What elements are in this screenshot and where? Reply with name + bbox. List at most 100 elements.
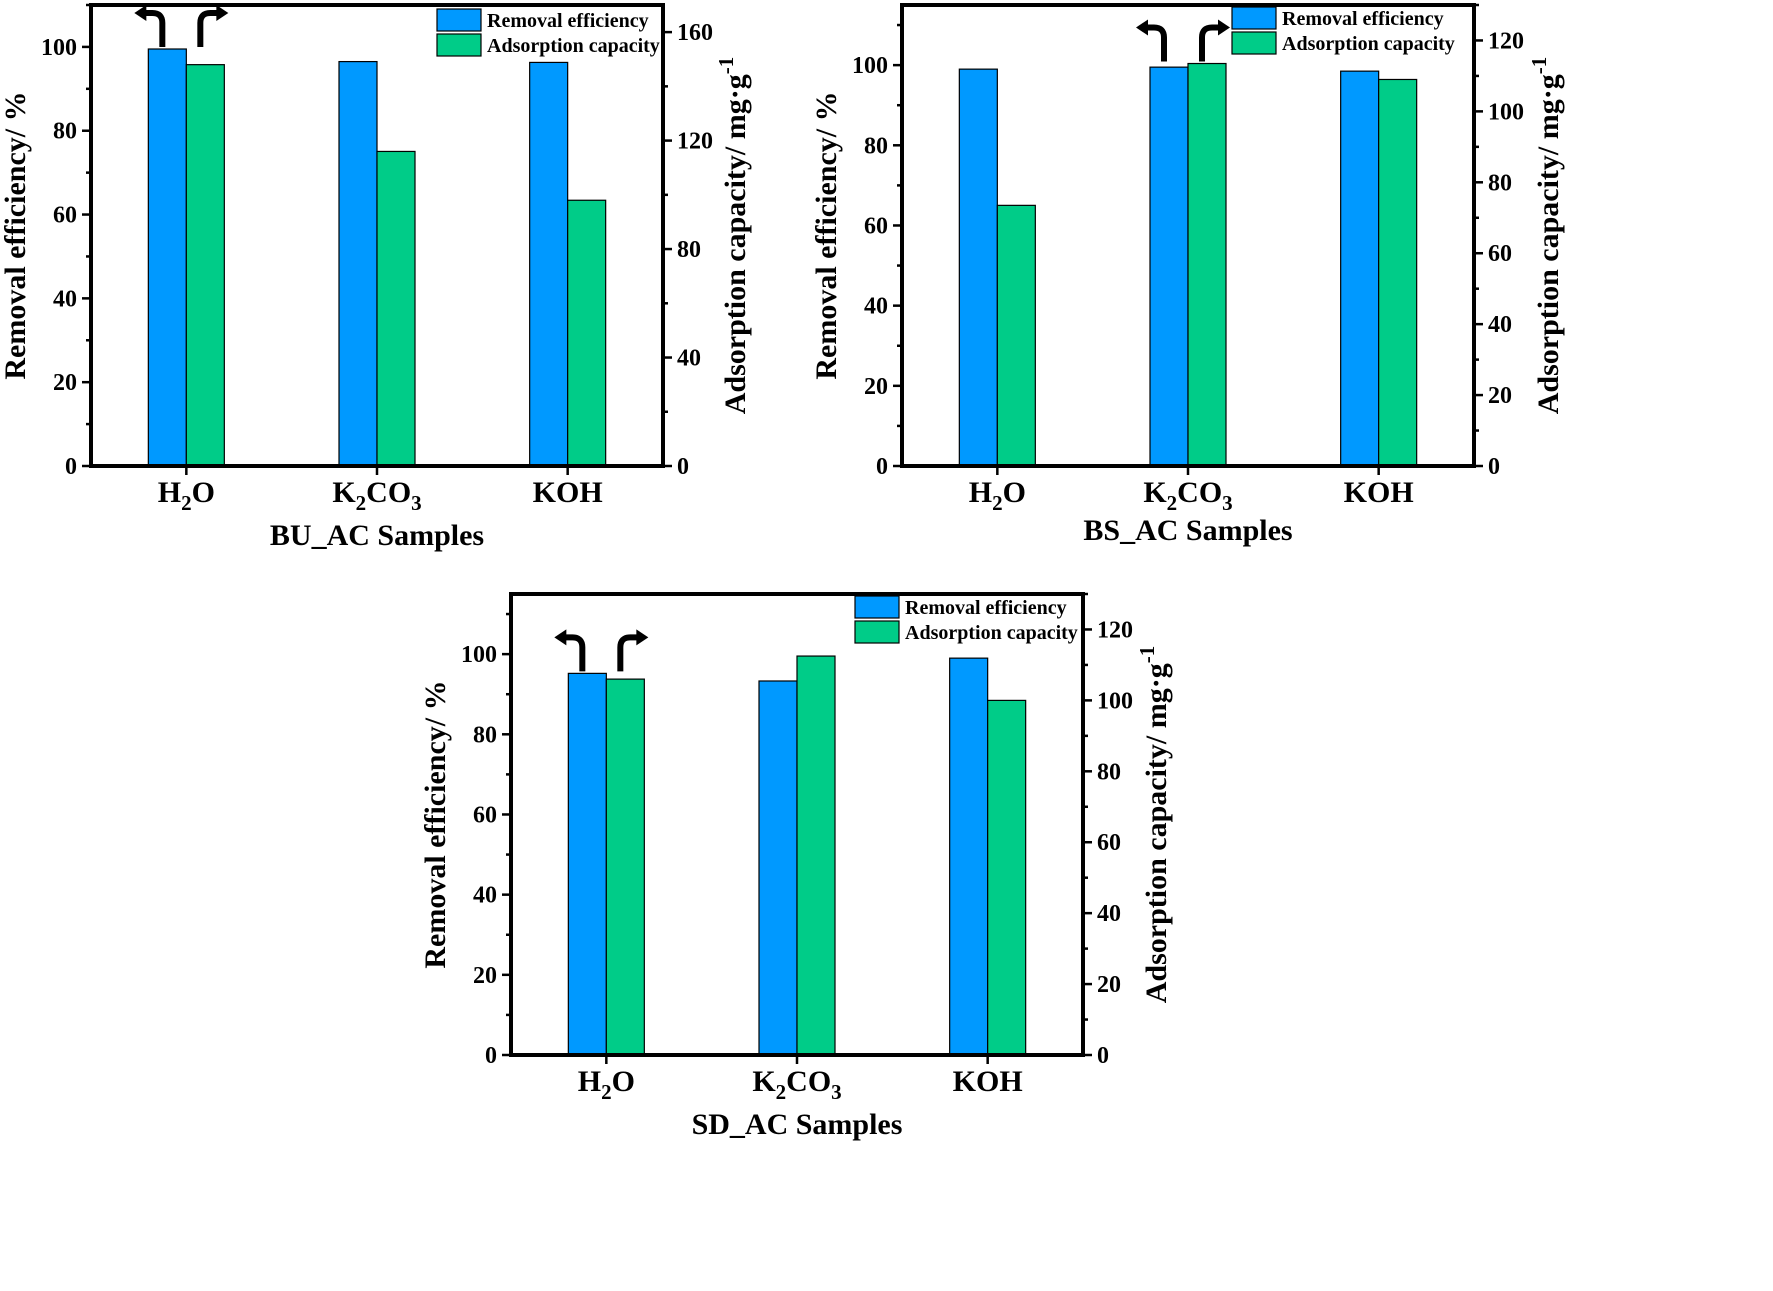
left-arrow-icon [1146, 24, 1167, 62]
legend-swatch-removal [854, 595, 900, 619]
left-tick-label: 60 [53, 203, 77, 229]
bar-removal-2 [949, 657, 989, 1056]
left-tick-label: 60 [473, 802, 497, 828]
legend-label-adsorption: Adsorption capacity [905, 622, 1078, 644]
bar-removal-0 [958, 68, 998, 467]
legend-label-removal: Removal efficiency [1282, 8, 1444, 30]
bar-adsorption-1 [1187, 62, 1227, 467]
left-tick-label: 40 [473, 883, 497, 909]
right-arrowhead-icon [1218, 19, 1230, 36]
x-axis-title: BS_AC Samples [1083, 514, 1292, 547]
left-arrowhead-icon [1136, 19, 1148, 36]
left-tick-label: 80 [473, 722, 497, 748]
right-arrow-icon [1199, 24, 1220, 62]
category-label: KOH [1344, 476, 1414, 509]
legend-label-removal: Removal efficiency [487, 10, 649, 32]
right-arrowhead-icon [216, 5, 229, 22]
category-label: H2O [158, 476, 215, 515]
left-tick-label: 80 [53, 119, 77, 145]
left-tick-label: 80 [864, 133, 888, 159]
category-label: K2CO3 [1143, 476, 1232, 515]
bar-removal-0 [567, 672, 607, 1056]
left-tick-label: 40 [53, 286, 77, 312]
left-tick-label: 20 [473, 963, 497, 989]
bar-removal-2 [529, 61, 569, 467]
left-tick-label: 100 [852, 53, 888, 79]
bar-removal-2 [1340, 70, 1380, 467]
bar-adsorption-0 [996, 204, 1036, 467]
category-label: K2CO3 [332, 476, 421, 515]
bar-adsorption-0 [605, 678, 645, 1056]
left-tick-label: 0 [65, 454, 77, 480]
chart-panel-1: 0 20 40 60 80 100 0 40 80 120 160 H2O K2CO3 KOH BU_AC … [0, 3, 752, 552]
right-tick-label: 120 [1488, 28, 1524, 54]
right-tick-label: 80 [1488, 170, 1512, 196]
x-axis-title: BU_AC Samples [270, 519, 484, 552]
left-tick-label: 20 [53, 370, 77, 396]
chart-panel-3: 0 20 40 60 80 100 0 20 40 60 80 100 120 H2O K2CO3 KOH SD… [419, 592, 1173, 1141]
bar-adsorption-2 [1378, 78, 1418, 467]
left-tick-label: 100 [461, 642, 497, 668]
right-tick-label: 100 [1488, 99, 1524, 125]
left-tick-label: 40 [864, 294, 888, 320]
bar-adsorption-2 [567, 199, 607, 467]
right-tick-label: 160 [677, 20, 713, 46]
left-arrowhead-icon [554, 629, 567, 646]
right-tick-label: 120 [677, 129, 713, 155]
legend-swatch-adsorption [1231, 31, 1277, 55]
right-tick-label: 60 [1488, 241, 1512, 267]
category-label: H2O [578, 1065, 635, 1104]
right-arrowhead-icon [636, 629, 649, 646]
right-tick-label: 80 [677, 237, 701, 263]
left-tick-label: 100 [41, 35, 77, 61]
left-tick-label: 0 [485, 1043, 497, 1069]
bar-removal-1 [338, 60, 378, 467]
left-tick-label: 0 [876, 454, 888, 480]
bar-removal-0 [147, 48, 187, 467]
right-tick-label: 60 [1097, 830, 1121, 856]
right-axis-title: Adsorption capacity/ mg·g-1 [714, 57, 752, 415]
right-arrow-icon [617, 634, 639, 672]
left-axis-title: Removal efficiency/ % [0, 91, 32, 379]
x-axis-title: SD_AC Samples [692, 1108, 903, 1141]
legend-swatch-adsorption [854, 620, 900, 644]
right-tick-label: 40 [677, 346, 701, 372]
bar-adsorption-2 [987, 699, 1027, 1056]
right-arrow-icon [197, 10, 219, 48]
right-tick-label: 20 [1097, 972, 1121, 998]
right-tick-label: 40 [1488, 312, 1512, 338]
legend-swatch-removal [436, 8, 482, 32]
right-tick-label: 100 [1097, 688, 1133, 714]
chart-panel-2: 0 20 40 60 80 100 0 20 40 60 80 100 120 H2O K2CO3 KOH BS… [810, 3, 1565, 547]
legend-swatch-adsorption [436, 33, 482, 57]
legend-swatch-removal [1231, 6, 1277, 30]
right-tick-label: 80 [1097, 759, 1121, 785]
legend-label-removal: Removal efficiency [905, 597, 1067, 619]
bar-removal-1 [758, 680, 798, 1056]
right-tick-label: 120 [1097, 617, 1133, 643]
right-axis-title: Adsorption capacity/ mg·g-1 [1527, 57, 1565, 415]
right-tick-label: 0 [1488, 454, 1500, 480]
category-label: H2O [969, 476, 1026, 515]
left-axis-title: Removal efficiency/ % [419, 680, 452, 968]
left-arrowhead-icon [134, 5, 147, 22]
category-label: KOH [953, 1065, 1023, 1098]
legend-label-adsorption: Adsorption capacity [1282, 33, 1455, 55]
bar-adsorption-1 [796, 655, 836, 1056]
legend: Removal efficiency Adsorption capacity [854, 595, 1078, 644]
category-label: K2CO3 [752, 1065, 841, 1104]
right-tick-label: 40 [1097, 901, 1121, 927]
right-tick-label: 0 [1097, 1043, 1109, 1069]
left-tick-label: 20 [864, 374, 888, 400]
left-arrow-icon [564, 634, 586, 672]
left-arrow-icon [144, 10, 166, 48]
left-axis-title: Removal efficiency/ % [810, 91, 843, 379]
right-axis-title: Adsorption capacity/ mg·g-1 [1135, 646, 1173, 1004]
left-tick-label: 60 [864, 213, 888, 239]
category-label: KOH [533, 476, 603, 509]
bar-adsorption-0 [185, 64, 225, 467]
bar-removal-1 [1149, 66, 1189, 467]
right-tick-label: 0 [677, 454, 689, 480]
legend-label-adsorption: Adsorption capacity [487, 35, 660, 57]
